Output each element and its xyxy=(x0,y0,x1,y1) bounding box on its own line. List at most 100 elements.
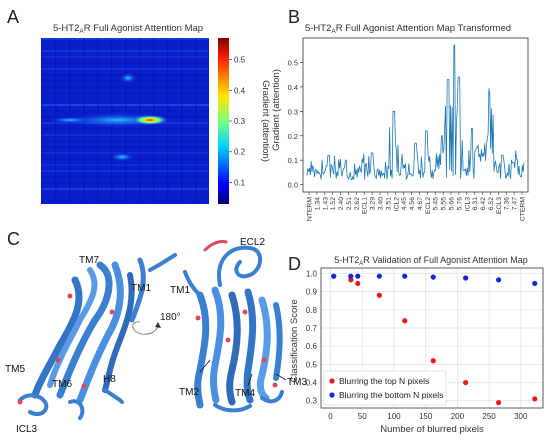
data-point xyxy=(355,280,361,287)
y-tick-label: 0.3 xyxy=(288,107,298,116)
label-tm6: TM6 xyxy=(52,379,72,390)
x-tick-label: 7.36 xyxy=(504,197,511,210)
x-tick-label: 5.76 xyxy=(456,197,463,210)
label-icl3: ICL3 xyxy=(16,424,38,435)
y-tick-label: 0.9 xyxy=(306,288,318,297)
legend-bottom: Blurring the bottom N pixels xyxy=(339,390,443,400)
x-tick-label: 250 xyxy=(482,412,496,421)
panel-d-letter: D xyxy=(288,254,301,274)
x-tick-label: 3.51 xyxy=(385,197,392,210)
legend-top: Blurring the top N pixels xyxy=(339,376,429,386)
label-tm5: TM5 xyxy=(5,364,25,375)
y-tick-label: 0.6 xyxy=(306,342,318,351)
x-tick-label: CTERM xyxy=(520,197,527,222)
x-tick-label: ECL3 xyxy=(496,197,503,214)
x-tick-label: ECL2 xyxy=(425,197,432,214)
x-tick-label: 2.51 xyxy=(346,197,353,210)
colorbar-tick-label: 0.3 xyxy=(234,117,246,126)
label-tm4: TM4 xyxy=(235,388,255,399)
data-point xyxy=(355,273,361,279)
colorbar-tick-label: 0.5 xyxy=(234,56,246,65)
receptor-structure-right xyxy=(183,240,284,413)
data-point xyxy=(463,379,469,386)
y-tick-label: 0.8 xyxy=(306,306,318,315)
x-tick-label: ICL3 xyxy=(464,197,471,212)
x-tick-label: 5.45 xyxy=(433,197,440,210)
panel-d-xlabel: Number of blurred pixels xyxy=(380,424,484,435)
y-tick-label: 0.1 xyxy=(288,156,298,165)
data-point xyxy=(463,275,469,281)
panel-d-ylabel: Classification Score xyxy=(289,299,300,382)
attention-line xyxy=(306,44,525,181)
panel-b-title: 5-HT2AR Full Agonist Attention Map Trans… xyxy=(305,23,511,35)
label-tm1-right: TM1 xyxy=(170,285,190,296)
x-tick-label: 0 xyxy=(328,412,333,421)
x-tick-label: 2.40 xyxy=(338,197,345,210)
rotation-label: 180° xyxy=(160,312,181,323)
data-point xyxy=(430,358,436,364)
legend: Blurring the top N pixels Blurring the b… xyxy=(323,370,447,406)
x-tick-label: 200 xyxy=(451,412,465,421)
heatmap xyxy=(41,38,209,204)
data-point xyxy=(532,280,538,287)
panel-d-title: 5-HT2AR Validation of Full Agonist Atten… xyxy=(334,255,527,267)
panel-b: B 5-HT2AR Full Agonist Attention Map Tra… xyxy=(271,7,529,222)
receptor-structure-left xyxy=(17,253,177,420)
x-tick-label: 6.31 xyxy=(472,197,479,210)
x-tick-label: 3.40 xyxy=(378,197,385,210)
label-h8: H8 xyxy=(103,374,116,385)
data-point xyxy=(376,292,382,298)
x-tick-label: ICL2 xyxy=(393,197,400,212)
y-tick-label: 0.0 xyxy=(288,181,298,190)
rotation-arrow: 180° xyxy=(132,312,181,335)
y-tick-label: 0.3 xyxy=(306,397,318,406)
y-tick-label: 1.0 xyxy=(306,269,318,278)
panel-b-ylabel: Gradient (attention) xyxy=(271,69,282,151)
x-tick-label: ECL1 xyxy=(362,197,369,214)
data-point xyxy=(402,318,408,324)
x-tick-label: NTERM xyxy=(307,197,314,222)
label-tm7: TM7 xyxy=(79,255,99,266)
x-tick-label: 5.66 xyxy=(449,197,456,210)
x-tick-label: 150 xyxy=(419,412,433,421)
x-tick-label: 4.56 xyxy=(409,197,416,210)
data-point xyxy=(402,273,408,279)
y-tick-label: 0.4 xyxy=(288,83,298,92)
colorbar-label: Gradient (attention) xyxy=(260,80,271,162)
data-point xyxy=(348,277,354,283)
colorbar-tick-label: 0.2 xyxy=(234,148,246,157)
colorbar-tick-label: 0.4 xyxy=(234,86,246,95)
x-tick-label: 6.42 xyxy=(480,197,487,210)
label-tm2: TM2 xyxy=(179,387,199,398)
x-tick-label: 2.62 xyxy=(354,197,361,210)
label-tm1-left: TM1 xyxy=(131,283,151,294)
panel-c: C xyxy=(5,229,307,435)
panel-a: A 5-HT2AR Full Agonist Attention Map 0.1… xyxy=(7,7,271,204)
panel-d: D 5-HT2AR Validation of Full Agonist Att… xyxy=(288,254,544,435)
data-point xyxy=(331,273,337,279)
y-tick-label: 0.7 xyxy=(306,324,318,333)
y-tick-label: 0.2 xyxy=(288,132,298,141)
x-tick-label: 1.34 xyxy=(314,197,321,210)
data-point xyxy=(532,396,538,402)
x-tick-label: 4.45 xyxy=(401,197,408,210)
x-tick-label: 1.43 xyxy=(322,197,329,210)
x-tick-label: 100 xyxy=(387,412,401,421)
panel-a-letter: A xyxy=(7,7,19,27)
data-point xyxy=(430,274,436,280)
panel-a-title: 5-HT2AR Full Agonist Attention Map xyxy=(53,23,203,35)
x-tick-label: 7.47 xyxy=(512,197,519,210)
y-tick-label: 0.4 xyxy=(306,379,318,388)
x-tick-label: 1.52 xyxy=(330,197,337,210)
x-tick-label: 6.52 xyxy=(488,197,495,210)
panel-c-letter: C xyxy=(7,229,20,249)
colorbar: 0.1 0.2 0.3 0.4 0.5 Gradient (attention) xyxy=(218,38,271,204)
x-tick-label: 300 xyxy=(514,412,528,421)
label-tm3: TM3 xyxy=(287,377,307,388)
data-point xyxy=(496,277,502,283)
label-ecl2: ECL2 xyxy=(240,237,265,248)
y-tick-label: 0.5 xyxy=(306,360,318,369)
y-tick-label: 0.5 xyxy=(288,58,298,67)
x-tick-label: 50 xyxy=(358,412,367,421)
